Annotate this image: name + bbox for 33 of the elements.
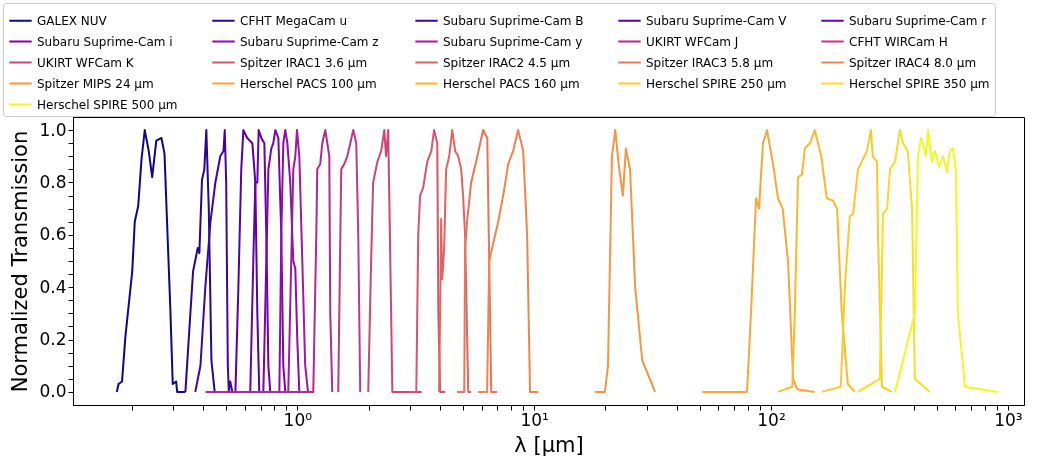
legend-label: UKIRT WFCam K bbox=[37, 55, 135, 70]
y-tick-label: 0.4 bbox=[39, 276, 67, 297]
legend-label: Subaru Suprime-Cam B bbox=[443, 13, 584, 28]
y-tick-label: 0.0 bbox=[39, 381, 67, 402]
y-tick-label: 0.8 bbox=[39, 171, 67, 192]
legend-label: Spitzer IRAC2 4.5 μm bbox=[443, 55, 571, 70]
legend-label: CFHT MegaCam u bbox=[240, 13, 347, 28]
x-tick-label: 10² bbox=[757, 409, 786, 430]
legend-label: Spitzer IRAC4 8.0 μm bbox=[849, 55, 977, 70]
legend-label: Subaru Suprime-Cam V bbox=[646, 13, 788, 28]
legend-label: Subaru Suprime-Cam i bbox=[37, 34, 173, 49]
legend-label: Spitzer IRAC3 5.8 μm bbox=[646, 55, 774, 70]
y-tick-label: 0.2 bbox=[39, 329, 67, 350]
y-axis-title: Normalized Transmission bbox=[8, 130, 33, 393]
x-tick-label: 10⁰ bbox=[283, 409, 313, 430]
legend-label: CFHT WIRCam H bbox=[849, 34, 948, 49]
y-tick-label: 0.6 bbox=[39, 224, 67, 245]
legend-label: Herschel SPIRE 500 μm bbox=[37, 97, 178, 112]
legend-label: Herschel SPIRE 250 μm bbox=[646, 76, 787, 91]
legend-label: Subaru Suprime-Cam z bbox=[240, 34, 379, 49]
x-tick-label: 10³ bbox=[994, 409, 1023, 430]
y-tick-label: 1.0 bbox=[39, 119, 67, 140]
legend-label: Herschel PACS 160 μm bbox=[443, 76, 580, 91]
legend-label: Spitzer MIPS 24 μm bbox=[37, 76, 154, 91]
legend-label: Herschel SPIRE 350 μm bbox=[849, 76, 990, 91]
legend-label: Herschel PACS 100 μm bbox=[240, 76, 377, 91]
legend-label: UKIRT WFCam J bbox=[646, 34, 739, 49]
legend-label: Subaru Suprime-Cam y bbox=[443, 34, 583, 49]
x-axis-title: λ [μm] bbox=[514, 432, 584, 457]
legend-label: Subaru Suprime-Cam r bbox=[849, 13, 987, 28]
legend-label: Spitzer IRAC1 3.6 μm bbox=[240, 55, 368, 70]
legend-label: GALEX NUV bbox=[37, 13, 108, 28]
x-tick-label: 10¹ bbox=[520, 409, 549, 430]
